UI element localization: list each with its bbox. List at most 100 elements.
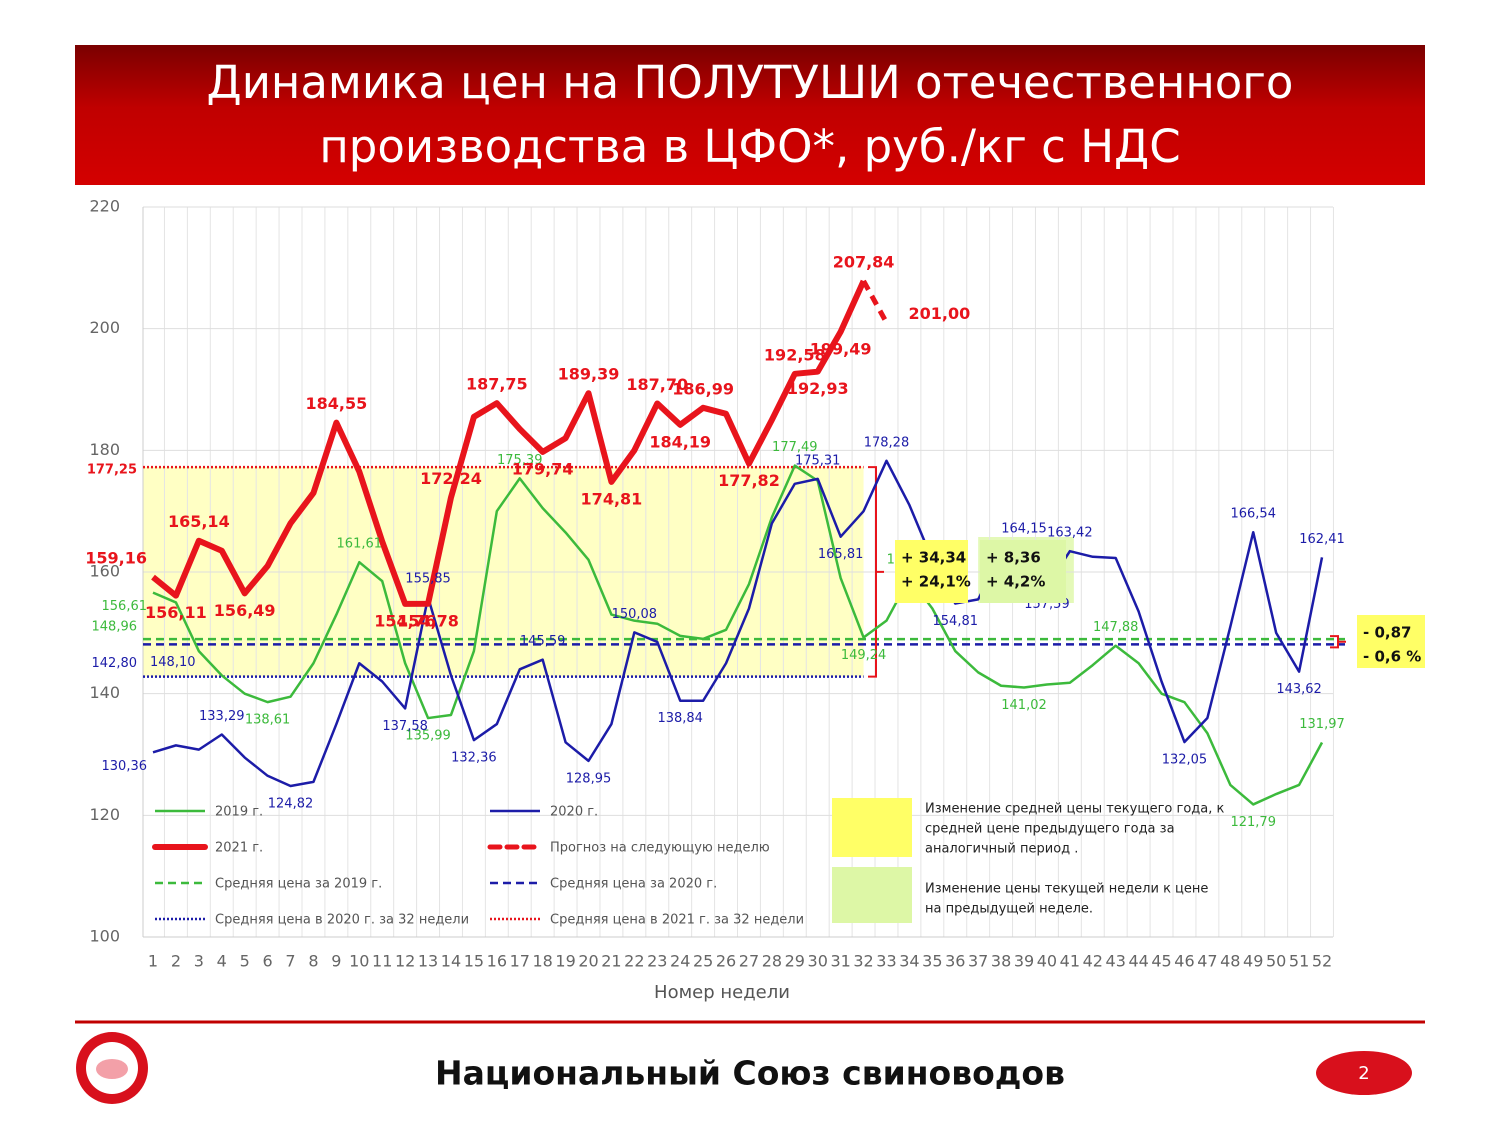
- x-tick-label: 50: [1266, 952, 1286, 971]
- data-label: 165,81: [818, 547, 864, 562]
- data-label: 150,08: [612, 607, 658, 622]
- data-label: 177,82: [718, 471, 780, 490]
- x-tick-label: 19: [555, 952, 575, 971]
- x-tick-label: 31: [830, 952, 850, 971]
- note-text: на предыдущей неделе.: [925, 902, 1093, 917]
- x-tick-label: 6: [263, 952, 273, 971]
- series-line: [861, 279, 889, 324]
- data-label: 132,36: [451, 751, 497, 766]
- data-label: 179,74: [512, 459, 574, 478]
- change-text: - 0,6 %: [1363, 648, 1421, 666]
- change-bracket: [868, 466, 884, 678]
- data-label: 156,11: [145, 603, 207, 622]
- data-label: 138,84: [657, 711, 703, 726]
- y-tick-label: 140: [89, 683, 120, 702]
- logo-pig: [96, 1059, 128, 1079]
- legend-label: Средняя цена в 2020 г. за 32 недели: [215, 913, 469, 928]
- x-tick-label: 11: [372, 952, 392, 971]
- legend-label: Средняя цена в 2021 г. за 32 недели: [550, 913, 804, 928]
- x-tick-label: 51: [1289, 952, 1309, 971]
- data-label: 154,76: [374, 611, 436, 630]
- reference-label: 142,80: [92, 656, 138, 671]
- legend-label: 2021 г.: [215, 841, 263, 856]
- x-tick-label: 10: [349, 952, 369, 971]
- data-label: 184,19: [649, 432, 711, 451]
- x-tick-label: 26: [716, 952, 736, 971]
- note-text: аналогичный период .: [925, 842, 1078, 857]
- data-label: 175,31: [795, 453, 841, 468]
- change-text: + 4,2%: [986, 573, 1045, 591]
- x-axis-label: Номер недели: [654, 982, 790, 1003]
- x-tick-label: 49: [1243, 952, 1263, 971]
- x-tick-label: 25: [693, 952, 713, 971]
- change-text: + 8,36: [986, 549, 1041, 567]
- data-label: 135,99: [405, 729, 451, 744]
- change-text: + 24,1%: [901, 573, 971, 591]
- x-tick-label: 47: [1197, 952, 1217, 971]
- y-tick-label: 120: [89, 805, 120, 824]
- x-tick-label: 27: [739, 952, 759, 971]
- data-label: 175,39: [497, 453, 543, 468]
- data-label: 131,97: [1299, 717, 1345, 732]
- series-line: [152, 459, 1324, 788]
- y-tick-label: 220: [89, 197, 120, 216]
- data-label: 163,42: [1047, 526, 1093, 541]
- legend-label: 2020 г.: [550, 805, 598, 820]
- x-tick-label: 24: [670, 952, 690, 971]
- footer-organization: Национальный Союз свиноводов: [435, 1054, 1065, 1093]
- data-label: 155,85: [405, 572, 451, 587]
- data-label: 141,02: [1001, 698, 1047, 713]
- x-tick-label: 38: [991, 952, 1011, 971]
- x-tick-label: 2: [171, 952, 181, 971]
- data-label: 184,55: [305, 394, 367, 413]
- x-tick-label: 20: [578, 952, 598, 971]
- x-tick-label: 34: [899, 952, 919, 971]
- data-label: 161,61: [337, 537, 383, 552]
- note-swatch: [832, 867, 912, 923]
- data-label: 187,75: [466, 375, 528, 394]
- note-text: Изменение средней цены текущего года, к: [925, 802, 1225, 817]
- data-label: 174,81: [581, 489, 643, 508]
- data-label: 159,16: [85, 549, 147, 568]
- data-label: 154,78: [397, 611, 459, 630]
- x-tick-label: 9: [331, 952, 341, 971]
- x-tick-label: 42: [1083, 952, 1103, 971]
- data-label: 178,28: [864, 435, 910, 450]
- chart-title: Динамика цен на ПОЛУТУШИ отечественного …: [206, 56, 1294, 173]
- x-tick-label: 33: [876, 952, 896, 971]
- x-tick-label: 39: [1014, 952, 1034, 971]
- x-tick-label: 28: [762, 952, 782, 971]
- data-label: 166,54: [1230, 507, 1276, 522]
- x-tick-label: 30: [808, 952, 828, 971]
- x-tick-label: 40: [1037, 952, 1057, 971]
- x-tick-label: 52: [1312, 952, 1332, 971]
- y-tick-label: 180: [89, 440, 120, 459]
- note-swatch: [832, 798, 912, 857]
- data-label: 121,79: [1230, 815, 1276, 830]
- y-tick-label: 160: [89, 562, 120, 581]
- x-tick-label: 7: [285, 952, 295, 971]
- data-label: 164,15: [1001, 521, 1047, 536]
- data-label: 156,49: [214, 601, 276, 620]
- data-label: 156,61: [102, 599, 148, 614]
- data-label: 154,81: [933, 614, 979, 629]
- change-box: [980, 540, 1066, 603]
- note-text: Изменение цены текущей недели к цене: [925, 882, 1208, 897]
- change-box: [1357, 615, 1425, 668]
- data-label: 149,24: [841, 648, 887, 663]
- x-tick-label: 15: [464, 952, 484, 971]
- data-label: 192,93: [787, 379, 849, 398]
- series-line: [152, 464, 1324, 806]
- page-number: 2: [1358, 1063, 1369, 1084]
- data-label: 165,14: [168, 512, 230, 531]
- x-tick-label: 1: [148, 952, 158, 971]
- x-tick-label: 46: [1174, 952, 1194, 971]
- data-label: 128,95: [566, 771, 612, 786]
- note-text: средней цене предыдущего года за: [925, 822, 1175, 837]
- data-label: 201,00: [908, 304, 970, 323]
- data-label: 147,88: [1093, 620, 1139, 635]
- data-label: 207,84: [833, 252, 895, 271]
- legend-label: Средняя цена за 2020 г.: [550, 877, 717, 892]
- x-tick-label: 18: [532, 952, 552, 971]
